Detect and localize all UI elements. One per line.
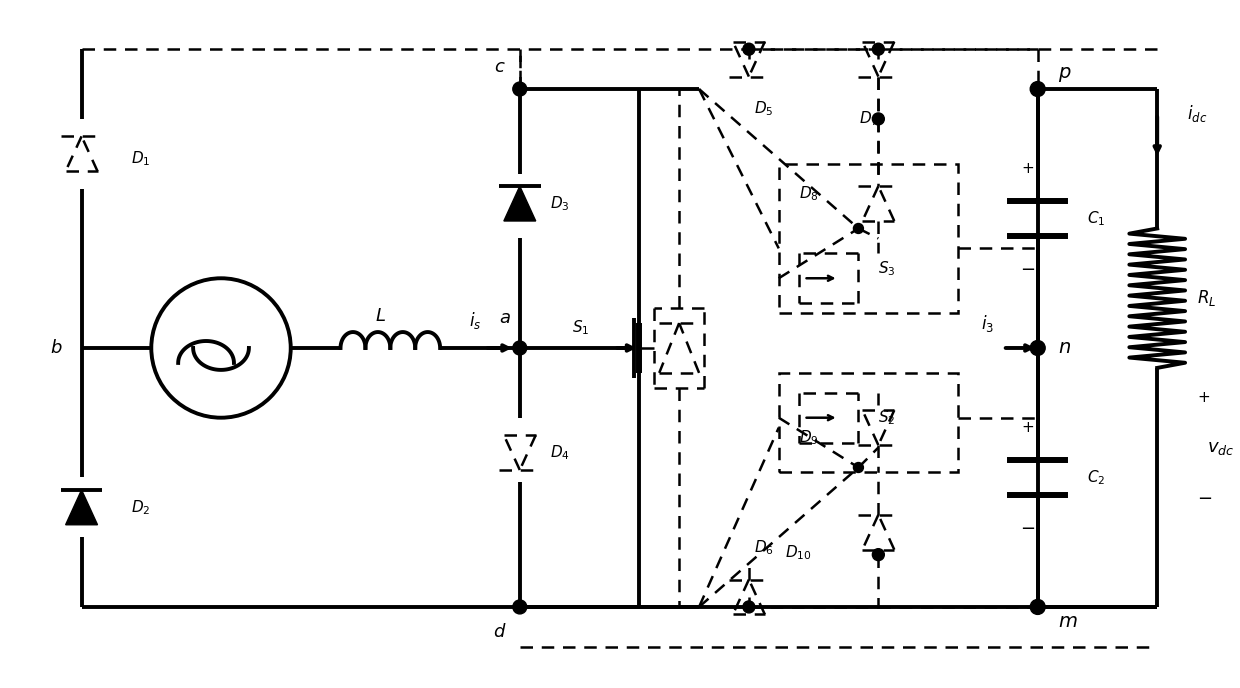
Text: $D_4$: $D_4$ — [549, 443, 569, 462]
Circle shape — [513, 600, 527, 614]
Circle shape — [513, 82, 527, 96]
Text: $S_1$: $S_1$ — [572, 319, 589, 337]
Text: $D_6$: $D_6$ — [754, 538, 774, 557]
Text: $C_1$: $C_1$ — [1087, 209, 1106, 228]
Text: $i_s$: $i_s$ — [469, 310, 481, 331]
Text: $R_L$: $R_L$ — [1197, 288, 1216, 308]
Circle shape — [743, 43, 755, 55]
Text: $S_2$: $S_2$ — [878, 409, 895, 427]
Text: $D_3$: $D_3$ — [549, 194, 569, 213]
Circle shape — [873, 43, 884, 55]
Text: $-$: $-$ — [1197, 488, 1213, 506]
Circle shape — [513, 341, 527, 355]
Circle shape — [853, 224, 863, 233]
Text: $L$: $L$ — [374, 307, 386, 325]
Text: $i_3$: $i_3$ — [981, 312, 994, 334]
Polygon shape — [66, 490, 98, 525]
Text: $-$: $-$ — [1021, 259, 1035, 277]
Text: $i_{dc}$: $i_{dc}$ — [1187, 103, 1208, 125]
Circle shape — [873, 548, 884, 561]
Text: $D_9$: $D_9$ — [799, 428, 818, 447]
Text: $D_7$: $D_7$ — [858, 109, 878, 128]
Text: $m$: $m$ — [1058, 612, 1078, 632]
Text: $D_{10}$: $D_{10}$ — [785, 543, 812, 561]
Circle shape — [1030, 82, 1045, 96]
Text: $a$: $a$ — [498, 309, 511, 327]
Polygon shape — [503, 186, 536, 221]
Text: $v_{dc}$: $v_{dc}$ — [1207, 438, 1235, 457]
Text: $S_3$: $S_3$ — [878, 259, 895, 278]
Circle shape — [1030, 341, 1045, 356]
Text: $n$: $n$ — [1058, 338, 1070, 358]
Text: $p$: $p$ — [1058, 65, 1071, 84]
Text: $-$: $-$ — [1021, 518, 1035, 536]
Text: $+$: $+$ — [1022, 161, 1034, 176]
Circle shape — [1030, 599, 1045, 614]
Circle shape — [743, 601, 755, 613]
Text: $c$: $c$ — [494, 58, 506, 76]
Circle shape — [873, 113, 884, 125]
Text: $+$: $+$ — [1022, 420, 1034, 436]
Circle shape — [853, 462, 863, 473]
Text: $D_5$: $D_5$ — [754, 100, 774, 118]
Text: $C_2$: $C_2$ — [1087, 468, 1106, 487]
Text: $D_2$: $D_2$ — [131, 498, 151, 517]
Text: $d$: $d$ — [494, 623, 507, 641]
Text: $D_1$: $D_1$ — [131, 149, 151, 168]
Text: $+$: $+$ — [1197, 390, 1210, 405]
Text: $D_8$: $D_8$ — [799, 184, 818, 203]
Text: $b$: $b$ — [51, 339, 63, 357]
